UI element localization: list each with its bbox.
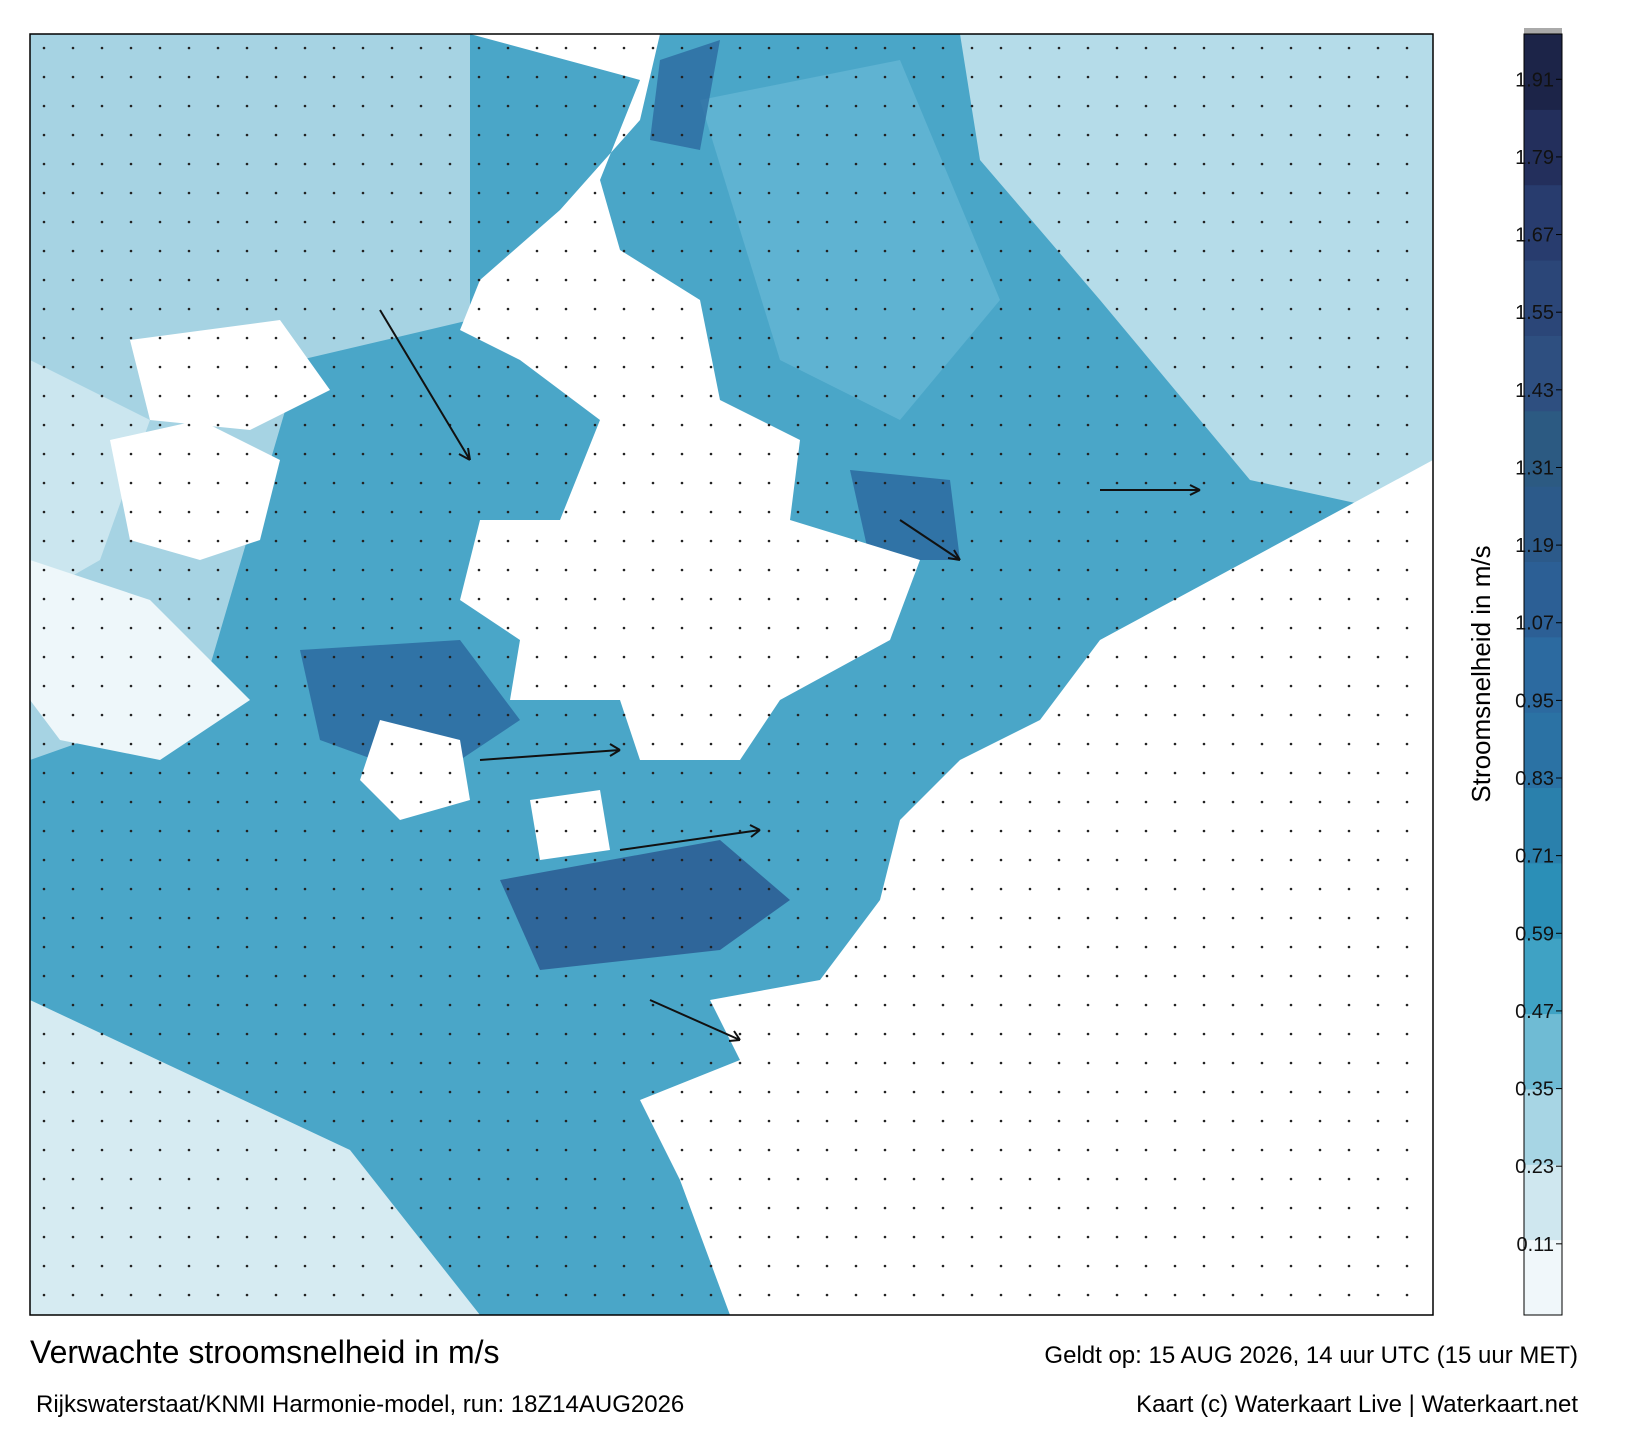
colorbar-band xyxy=(1524,184,1562,261)
colorbar-band xyxy=(1524,34,1562,110)
colorbar-tick-label: 1.07 xyxy=(1515,613,1554,635)
colorbar-band xyxy=(1524,787,1562,864)
model-info: Rijkswaterstaat/KNMI Harmonie-model, run… xyxy=(36,1391,684,1418)
colorbar-band xyxy=(1524,1088,1562,1165)
colorbar-band xyxy=(1524,335,1562,412)
colorbar-label: Stroomsnelheid in m/s xyxy=(1466,545,1496,802)
colorbar-band xyxy=(1524,1164,1562,1241)
colorbar-tick-label: 0.35 xyxy=(1515,1079,1554,1101)
colorbar-band xyxy=(1524,260,1562,336)
colorbar-tick-label: 0.71 xyxy=(1515,846,1554,868)
colorbar-tick-label: 0.47 xyxy=(1515,1001,1554,1023)
colorbar: 0.11 0.23 0.35 0.47 0.59 0.71 0.83 0.95 1.07 1.19… xyxy=(1515,28,1563,1316)
map-title: Verwachte stroomsnelheid in m/s xyxy=(30,1334,500,1370)
colorbar-tick-label: 1.55 xyxy=(1515,302,1554,324)
colorbar-band xyxy=(1524,862,1562,939)
colorbar-band xyxy=(1524,938,1562,1015)
colorbar-tick-label: 1.67 xyxy=(1515,225,1554,247)
colorbar-tick-label: 1.43 xyxy=(1515,380,1554,402)
colorbar-tick-label: 0.59 xyxy=(1515,923,1554,945)
colorbar-band xyxy=(1524,561,1562,638)
colorbar-tick-label: 0.11 xyxy=(1517,1234,1554,1256)
colorbar-tick-label: 0.83 xyxy=(1515,768,1554,790)
credit: Kaart (c) Waterkaart Live | Waterkaart.n… xyxy=(1136,1391,1578,1418)
colorbar-band xyxy=(1524,712,1562,789)
colorbar-frame xyxy=(1523,33,1563,1316)
colorbar-tick-label: 1.79 xyxy=(1515,147,1554,169)
colorbar-band xyxy=(1524,1013,1562,1090)
colorbar-band xyxy=(1524,636,1562,713)
colorbar-band xyxy=(1524,109,1562,186)
map-frame xyxy=(29,33,1434,1316)
colorbar-band xyxy=(1524,486,1562,562)
colorbar-tick-label: 1.19 xyxy=(1515,535,1554,557)
colorbar-tick-label: 0.95 xyxy=(1515,690,1554,712)
colorbar-tick-label: 0.23 xyxy=(1515,1156,1554,1178)
colorbar-band xyxy=(1524,1239,1562,1316)
map xyxy=(30,34,1433,1315)
valid-time: Geldt op: 15 AUG 2026, 14 uur UTC (15 uu… xyxy=(1044,1342,1578,1369)
colorbar-cap xyxy=(1524,28,1562,34)
colorbar-band xyxy=(1524,410,1562,487)
colorbar-tick-label: 1.31 xyxy=(1515,457,1554,479)
colorbar-tick-label: 1.91 xyxy=(1515,69,1554,91)
